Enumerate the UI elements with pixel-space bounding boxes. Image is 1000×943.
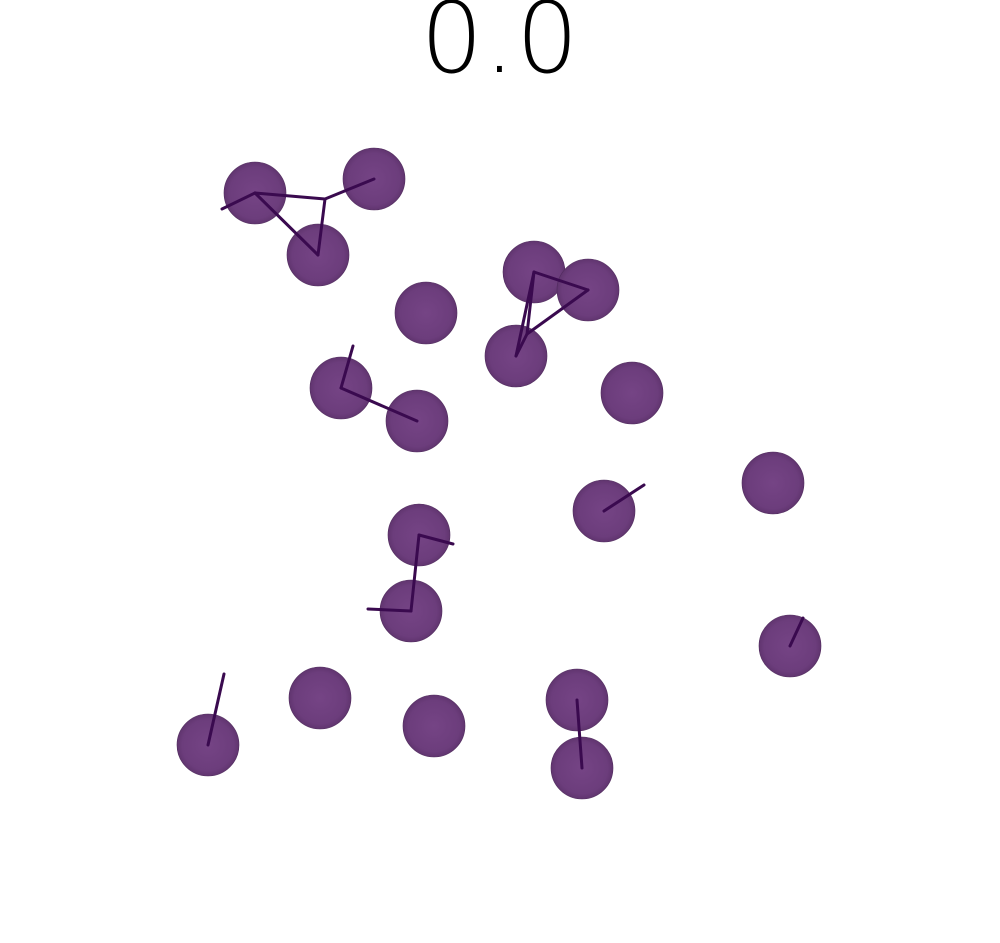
particle-sphere	[288, 666, 352, 730]
bond-line	[525, 288, 590, 336]
bond-line	[417, 533, 455, 546]
bond-line	[323, 177, 376, 201]
bond-line	[206, 672, 226, 747]
bond-line	[339, 344, 355, 390]
bond-line	[788, 616, 805, 648]
particle-sphere	[600, 361, 664, 425]
bond-line	[525, 270, 536, 336]
frame-time-label: 0.0	[420, 0, 580, 96]
bond-layer	[206, 177, 805, 770]
bond-line	[253, 191, 327, 201]
bond-line	[339, 386, 419, 423]
bond-line	[316, 197, 327, 257]
bond-line	[532, 270, 590, 292]
particle-sphere	[394, 281, 458, 345]
bond-line	[602, 483, 646, 513]
particle-sphere	[741, 451, 805, 515]
bond-line	[409, 533, 421, 613]
bond-line	[575, 698, 584, 770]
particle-layer	[176, 147, 822, 800]
bond-line	[366, 607, 413, 613]
bond-line	[514, 332, 529, 358]
bond-line	[220, 191, 257, 211]
particle-sphere	[402, 694, 466, 758]
bond-line	[253, 191, 320, 257]
